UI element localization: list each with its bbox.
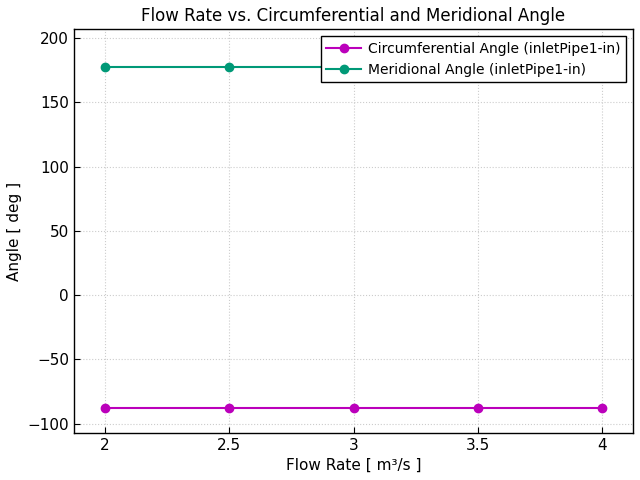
Legend: Circumferential Angle (inletPipe1-in), Meridional Angle (inletPipe1-in): Circumferential Angle (inletPipe1-in), M… bbox=[321, 36, 626, 82]
Meridional Angle (inletPipe1-in) bbox=[474, 64, 481, 70]
Circumferential Angle (inletPipe1-in) bbox=[101, 405, 109, 411]
Meridional Angle (inletPipe1-in) bbox=[349, 64, 357, 70]
Title: Flow Rate vs. Circumferential and Meridional Angle: Flow Rate vs. Circumferential and Meridi… bbox=[141, 7, 566, 25]
Y-axis label: Angle [ deg ]: Angle [ deg ] bbox=[7, 181, 22, 280]
Line: Meridional Angle (inletPipe1-in): Meridional Angle (inletPipe1-in) bbox=[101, 62, 606, 71]
Circumferential Angle (inletPipe1-in) bbox=[225, 405, 233, 411]
Circumferential Angle (inletPipe1-in) bbox=[598, 405, 606, 411]
Circumferential Angle (inletPipe1-in) bbox=[474, 405, 481, 411]
Line: Circumferential Angle (inletPipe1-in): Circumferential Angle (inletPipe1-in) bbox=[101, 404, 606, 412]
Meridional Angle (inletPipe1-in) bbox=[598, 64, 606, 70]
Meridional Angle (inletPipe1-in) bbox=[225, 64, 233, 70]
Circumferential Angle (inletPipe1-in) bbox=[349, 405, 357, 411]
Meridional Angle (inletPipe1-in) bbox=[101, 64, 109, 70]
X-axis label: Flow Rate [ m³/s ]: Flow Rate [ m³/s ] bbox=[286, 458, 421, 473]
